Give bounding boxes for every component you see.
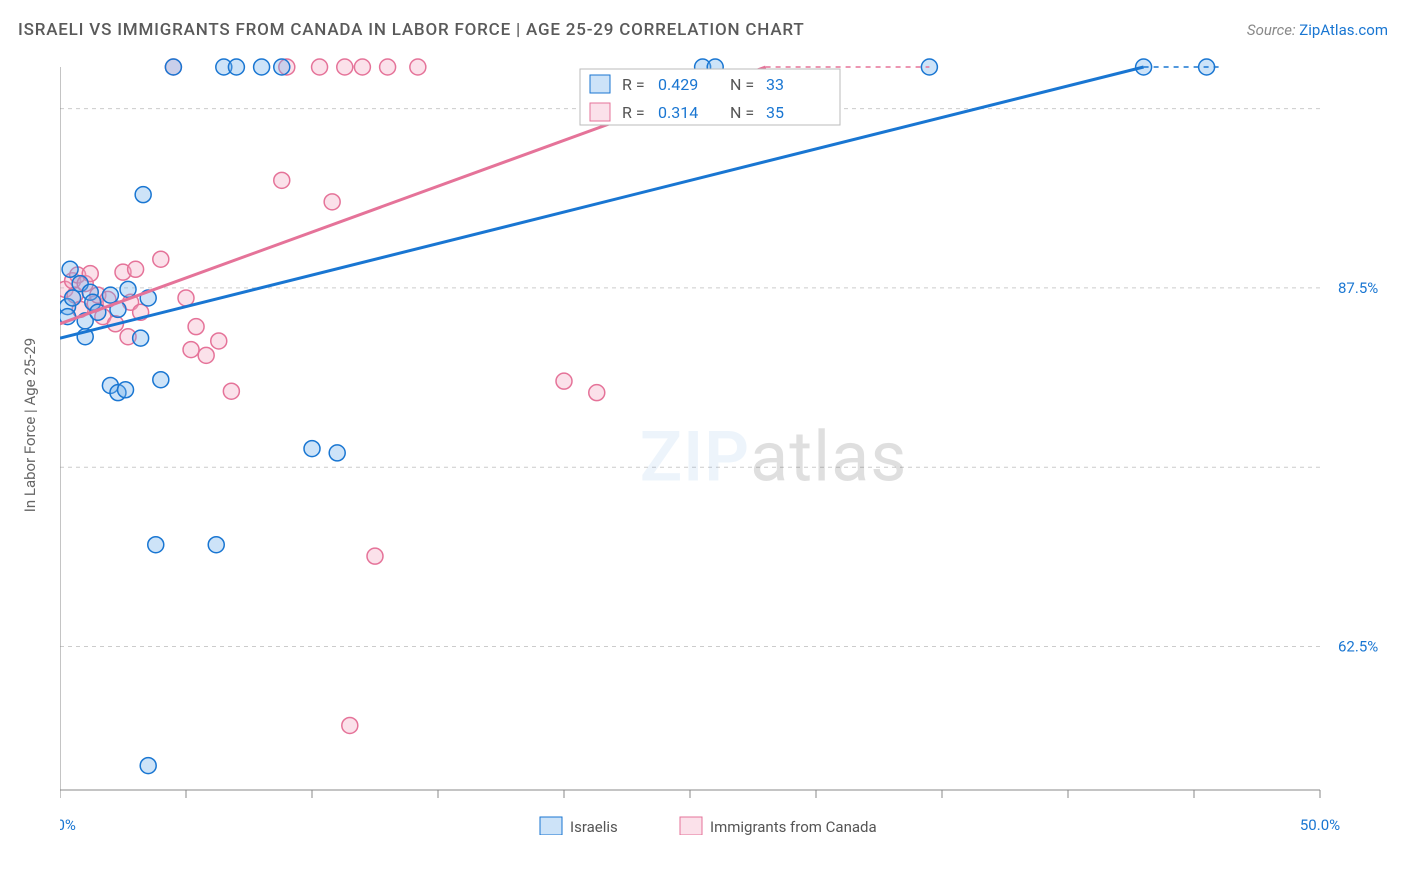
data-point xyxy=(223,383,239,399)
data-point xyxy=(120,281,136,297)
data-point xyxy=(329,445,345,461)
legend-label: Israelis xyxy=(570,818,618,835)
data-point xyxy=(274,59,290,75)
data-point xyxy=(312,59,328,75)
data-point xyxy=(118,382,134,398)
legend-swatch xyxy=(540,817,562,835)
data-point xyxy=(153,251,169,267)
data-point xyxy=(324,194,340,210)
legend-swatch xyxy=(680,817,702,835)
data-point xyxy=(140,758,156,774)
stat-r-value: 0.429 xyxy=(658,75,698,94)
data-point xyxy=(165,59,181,75)
x-tick-label: 0.0% xyxy=(60,816,76,834)
data-point xyxy=(228,59,244,75)
legend-label: Immigrants from Canada xyxy=(710,818,877,835)
scatter-chart-svg: 62.5% 87.5% 0.0% 50.0% R = 0.429 N = 33 R = 0.314… xyxy=(60,55,1380,835)
data-point xyxy=(188,319,204,335)
data-point xyxy=(342,717,358,733)
y-axis-label: In Labor Force | Age 25-29 xyxy=(21,338,39,512)
data-point xyxy=(589,385,605,401)
stats-swatch xyxy=(590,75,610,93)
stats-box xyxy=(580,69,840,125)
data-point xyxy=(556,373,572,389)
data-point xyxy=(337,59,353,75)
data-point xyxy=(304,441,320,457)
stat-r-label: R = xyxy=(622,75,645,94)
data-point xyxy=(380,59,396,75)
source-attribution: Source: ZipAtlas.com xyxy=(1247,21,1388,39)
stat-n-label: N = xyxy=(730,103,754,122)
data-point xyxy=(65,290,81,306)
data-point xyxy=(211,333,227,349)
data-point xyxy=(135,187,151,203)
data-point xyxy=(410,59,426,75)
stat-r-label: R = xyxy=(622,103,645,122)
data-point xyxy=(183,342,199,358)
data-point xyxy=(62,261,78,277)
source-prefix: Source: xyxy=(1247,21,1299,39)
data-point xyxy=(148,537,164,553)
data-point xyxy=(198,347,214,363)
title-row: ISRAELI VS IMMIGRANTS FROM CANADA IN LAB… xyxy=(18,20,1388,40)
data-point xyxy=(102,287,118,303)
data-point xyxy=(354,59,370,75)
data-point xyxy=(128,261,144,277)
x-tick-label: 50.0% xyxy=(1300,816,1340,834)
y-tick-label: 87.5% xyxy=(1338,279,1378,297)
y-axis-label-wrap: In Labor Force | Age 25-29 xyxy=(0,55,60,795)
stat-n-label: N = xyxy=(730,75,754,94)
data-point xyxy=(367,548,383,564)
chart-title: ISRAELI VS IMMIGRANTS FROM CANADA IN LAB… xyxy=(18,20,804,40)
data-point xyxy=(178,290,194,306)
source-link[interactable]: ZipAtlas.com xyxy=(1299,21,1388,39)
chart-container: ISRAELI VS IMMIGRANTS FROM CANADA IN LAB… xyxy=(0,0,1406,892)
data-point xyxy=(254,59,270,75)
y-tick-label: 62.5% xyxy=(1338,638,1378,656)
data-point xyxy=(274,172,290,188)
stat-r-value: 0.314 xyxy=(658,103,698,122)
stat-n-value: 35 xyxy=(766,103,784,122)
data-point xyxy=(153,372,169,388)
data-point xyxy=(208,537,224,553)
data-point xyxy=(133,330,149,346)
stat-n-value: 33 xyxy=(766,75,784,94)
plot-area: 62.5% 87.5% 0.0% 50.0% R = 0.429 N = 33 R = 0.314… xyxy=(60,55,1380,835)
stats-swatch xyxy=(590,103,610,121)
